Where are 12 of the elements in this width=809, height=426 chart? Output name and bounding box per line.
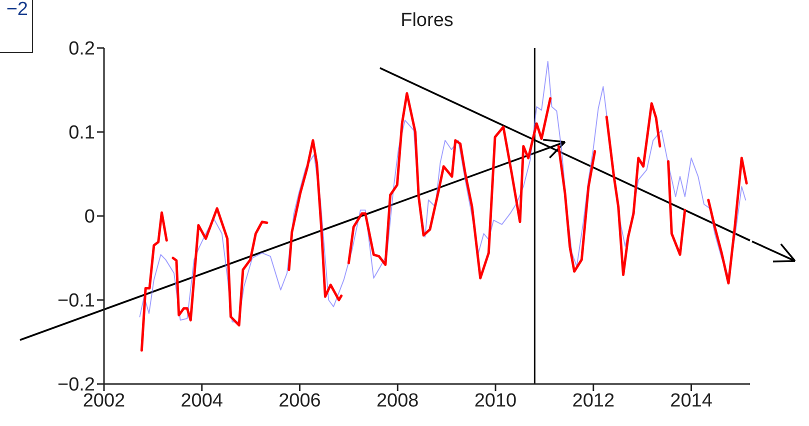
chart-title: Flores	[400, 10, 454, 32]
x-tick-label: 2010	[474, 390, 517, 412]
y-tick-label: 0	[84, 206, 95, 228]
y-tick-label: −0.1	[57, 290, 95, 312]
x-tick-label: 2014	[670, 390, 713, 412]
x-tick-label: 2006	[278, 390, 321, 412]
y-tick-label: 0.2	[68, 38, 95, 60]
x-tick-label: 2008	[376, 390, 419, 412]
x-tick-label: 2004	[180, 390, 224, 412]
text: −2	[0, 0, 33, 53]
y-tick-label: 0.1	[68, 122, 95, 144]
x-tick-label: 2012	[572, 390, 615, 412]
